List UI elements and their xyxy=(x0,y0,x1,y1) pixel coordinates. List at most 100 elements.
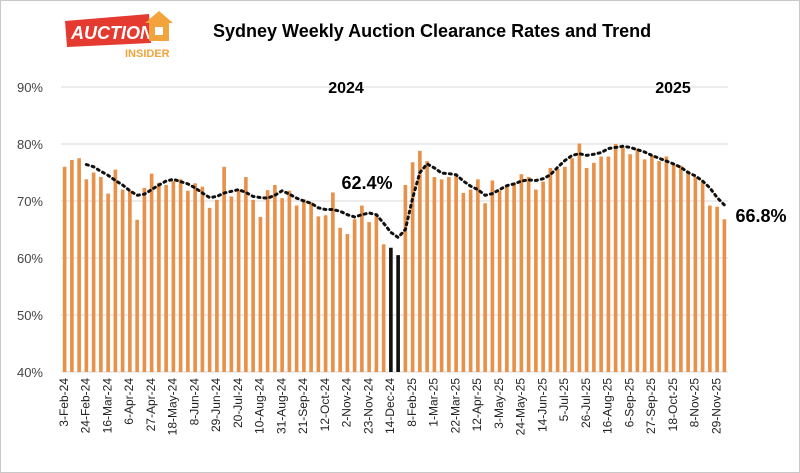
house-icon xyxy=(145,11,173,23)
bar-5-Oct-24 xyxy=(316,216,321,372)
bar-9-Nov-24 xyxy=(352,219,357,372)
x-tick-label: 27-Apr-24 xyxy=(144,378,158,432)
bar-29-Mar-25 xyxy=(461,193,466,372)
bar-16-Mar-24 xyxy=(106,193,110,372)
bar-14-Dec-24 xyxy=(389,247,393,372)
bar-5-Apr-25 xyxy=(468,189,473,372)
x-tick-label: 18-May-24 xyxy=(166,378,180,436)
bar-2-Mar-24 xyxy=(91,172,96,372)
logo-word-top: AUCTION xyxy=(70,23,154,43)
bar-14-Jun-25 xyxy=(541,181,545,372)
year-label-2025: 2025 xyxy=(655,80,691,97)
y-tick-label: 70% xyxy=(17,194,43,209)
bar-7-Dec-24 xyxy=(381,244,386,372)
bar-30-Aug-25 xyxy=(621,147,625,372)
bar-1-Mar-25 xyxy=(432,177,437,372)
bar-17-Feb-24 xyxy=(77,158,81,372)
callout-latest-value: 66.8% xyxy=(735,206,786,226)
bar-6-Sep-25 xyxy=(628,154,632,372)
bar-19-Jul-25 xyxy=(577,143,582,372)
y-tick-label: 40% xyxy=(17,365,43,380)
bar-7-Sep-24 xyxy=(287,190,292,372)
bar-8-Feb-25 xyxy=(410,162,415,372)
bar-13-Sep-25 xyxy=(635,148,640,372)
bar-6-Dec-25 xyxy=(722,219,727,372)
bar-22-Mar-25 xyxy=(454,175,458,372)
x-tick-label: 2-Nov-24 xyxy=(340,378,354,428)
logo-word-bottom: INSIDER xyxy=(125,48,170,60)
bar-29-Nov-25 xyxy=(715,206,719,372)
bar-23-Nov-24 xyxy=(367,222,371,372)
bar-27-Apr-24 xyxy=(149,173,154,372)
bar-1-Jun-24 xyxy=(186,190,190,372)
bar-6-Apr-24 xyxy=(128,190,132,372)
bar-15-Mar-25 xyxy=(447,177,451,372)
x-tick-label: 12-Oct-24 xyxy=(318,378,332,432)
bar-1-Nov-25 xyxy=(686,170,690,372)
bar-28-Jun-25 xyxy=(555,169,560,372)
bar-18-Oct-25 xyxy=(671,164,676,372)
x-tick-label: 1-Mar-25 xyxy=(427,378,441,427)
x-tick-label: 6-Sep-25 xyxy=(622,378,636,428)
bar-9-Mar-24 xyxy=(99,177,103,372)
x-tick-label: 29-Nov-25 xyxy=(709,378,723,434)
x-tick-label: 8-Feb-25 xyxy=(405,378,419,427)
bar-12-Oct-24 xyxy=(323,215,328,372)
x-tick-label: 24-Feb-24 xyxy=(79,378,93,434)
bar-3-Aug-24 xyxy=(251,199,255,372)
x-tick-label: 6-Apr-24 xyxy=(122,378,136,425)
x-tick-label: 24-May-25 xyxy=(514,378,528,436)
x-tick-label: 31-Aug-24 xyxy=(274,378,288,434)
bar-5-Jul-25 xyxy=(563,166,567,372)
bar-12-Apr-25 xyxy=(476,179,480,372)
x-tick-label: 16-Aug-25 xyxy=(601,378,615,434)
bar-24-Feb-24 xyxy=(84,179,89,372)
bar-26-Oct-24 xyxy=(338,227,342,372)
x-tick-label: 3-Feb-24 xyxy=(57,378,71,427)
bar-18-May-24 xyxy=(171,181,176,372)
x-tick-label: 12-Apr-25 xyxy=(470,378,484,432)
bar-4-May-24 xyxy=(157,182,161,372)
bar-19-Oct-24 xyxy=(331,192,335,372)
x-tick-label: 26-Jul-25 xyxy=(579,378,593,428)
bar-13-Apr-24 xyxy=(135,219,139,372)
bar-22-Feb-25 xyxy=(425,161,429,372)
trend-line xyxy=(84,144,726,240)
x-tick-label: 18-Oct-25 xyxy=(666,378,680,432)
x-tick-label: 23-Nov-24 xyxy=(361,378,375,434)
bar-8-Jun-24 xyxy=(193,183,197,372)
bar-9-Aug-25 xyxy=(599,156,603,372)
bar-15-Jun-24 xyxy=(200,186,205,372)
bar-24-May-25 xyxy=(519,174,524,372)
bar-23-Aug-25 xyxy=(613,144,618,372)
y-tick-label: 90% xyxy=(17,80,43,95)
bar-19-Apr-25 xyxy=(483,203,487,372)
bar-16-Nov-24 xyxy=(360,205,364,372)
bar-17-May-25 xyxy=(512,182,516,372)
bar-26-Jul-25 xyxy=(584,167,589,372)
bar-1-Feb-25 xyxy=(403,185,408,372)
x-tick-label: 8-Nov-25 xyxy=(688,378,702,428)
auction-insider-logo: AUCTION INSIDER xyxy=(59,9,193,61)
bar-13-Jul-24 xyxy=(229,196,234,372)
bar-series xyxy=(62,143,727,372)
bar-4-Oct-25 xyxy=(657,161,661,372)
bar-6-Jul-24 xyxy=(222,166,226,372)
x-tick-label: 8-Jun-24 xyxy=(187,378,201,426)
chart-title: Sydney Weekly Auction Clearance Rates an… xyxy=(213,21,652,41)
y-tick-label: 50% xyxy=(17,308,43,323)
x-tick-label: 3-May-25 xyxy=(492,378,506,429)
bar-22-Jun-24 xyxy=(207,207,212,372)
x-tick-label: 21-Sep-24 xyxy=(296,378,310,434)
house-window xyxy=(155,27,163,35)
bar-11-Oct-25 xyxy=(664,156,669,372)
bar-20-Apr-24 xyxy=(142,187,147,372)
bar-29-Jun-24 xyxy=(215,199,219,372)
bar-26-Apr-25 xyxy=(490,180,495,372)
bar-31-Aug-24 xyxy=(280,198,284,372)
bar-23-Mar-24 xyxy=(113,169,118,372)
x-tick-label: 10-Aug-24 xyxy=(253,378,267,434)
bar-24-Aug-24 xyxy=(273,185,277,372)
